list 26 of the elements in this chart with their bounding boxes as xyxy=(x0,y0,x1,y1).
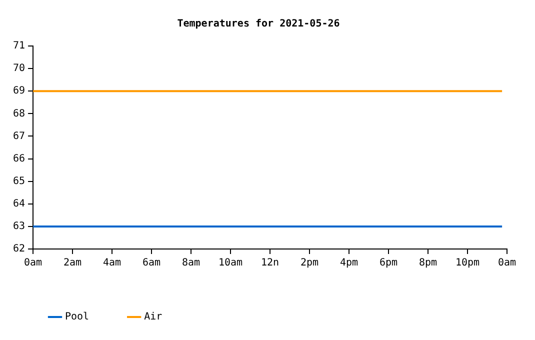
y-tick-label: 67 xyxy=(12,130,26,142)
y-tick-label: 65 xyxy=(12,176,26,187)
x-tick-label: 2am xyxy=(64,258,82,269)
x-tick-label: 8am xyxy=(182,258,200,269)
x-tick-label: 4am xyxy=(103,258,122,269)
y-tick-label: 63 xyxy=(12,221,26,232)
x-tick-label: 10pm xyxy=(455,258,480,269)
x-tick-label: 4pm xyxy=(340,258,358,269)
y-tick-label: 64 xyxy=(12,198,26,210)
y-tick-label: 68 xyxy=(12,108,26,120)
legend-label: Air xyxy=(144,312,162,323)
x-tick-label: 10am xyxy=(218,258,243,269)
legend-label: Pool xyxy=(65,312,90,323)
x-tick-label: 2pm xyxy=(300,258,319,269)
x-tick-label: 0am xyxy=(498,258,516,269)
x-tick-label: 12n xyxy=(260,258,280,269)
chart-title: Temperatures for 2021-05-26 xyxy=(177,18,340,30)
x-tick-label: 0am xyxy=(24,258,42,269)
x-tick-label: 8pm xyxy=(418,258,438,269)
y-tick-label: 70 xyxy=(12,63,26,74)
x-tick-label: 6pm xyxy=(379,258,398,269)
y-tick-label: 66 xyxy=(12,153,26,164)
y-tick-label: 69 xyxy=(12,86,26,97)
y-tick-label: 62 xyxy=(12,244,26,255)
x-tick-label: 6am xyxy=(142,258,161,269)
y-tick-label: 71 xyxy=(12,40,26,52)
